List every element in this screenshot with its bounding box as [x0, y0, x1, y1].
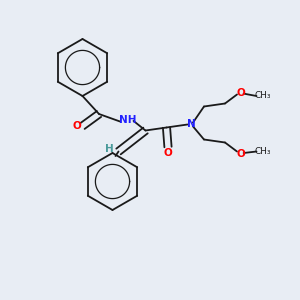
Text: N: N	[187, 119, 196, 130]
Text: O: O	[236, 88, 245, 98]
Text: CH₃: CH₃	[255, 147, 272, 156]
Text: O: O	[236, 149, 245, 159]
Text: NH: NH	[119, 115, 136, 125]
Text: O: O	[164, 148, 172, 158]
Text: O: O	[73, 121, 82, 131]
Text: CH₃: CH₃	[255, 92, 272, 100]
Text: H: H	[105, 143, 114, 154]
